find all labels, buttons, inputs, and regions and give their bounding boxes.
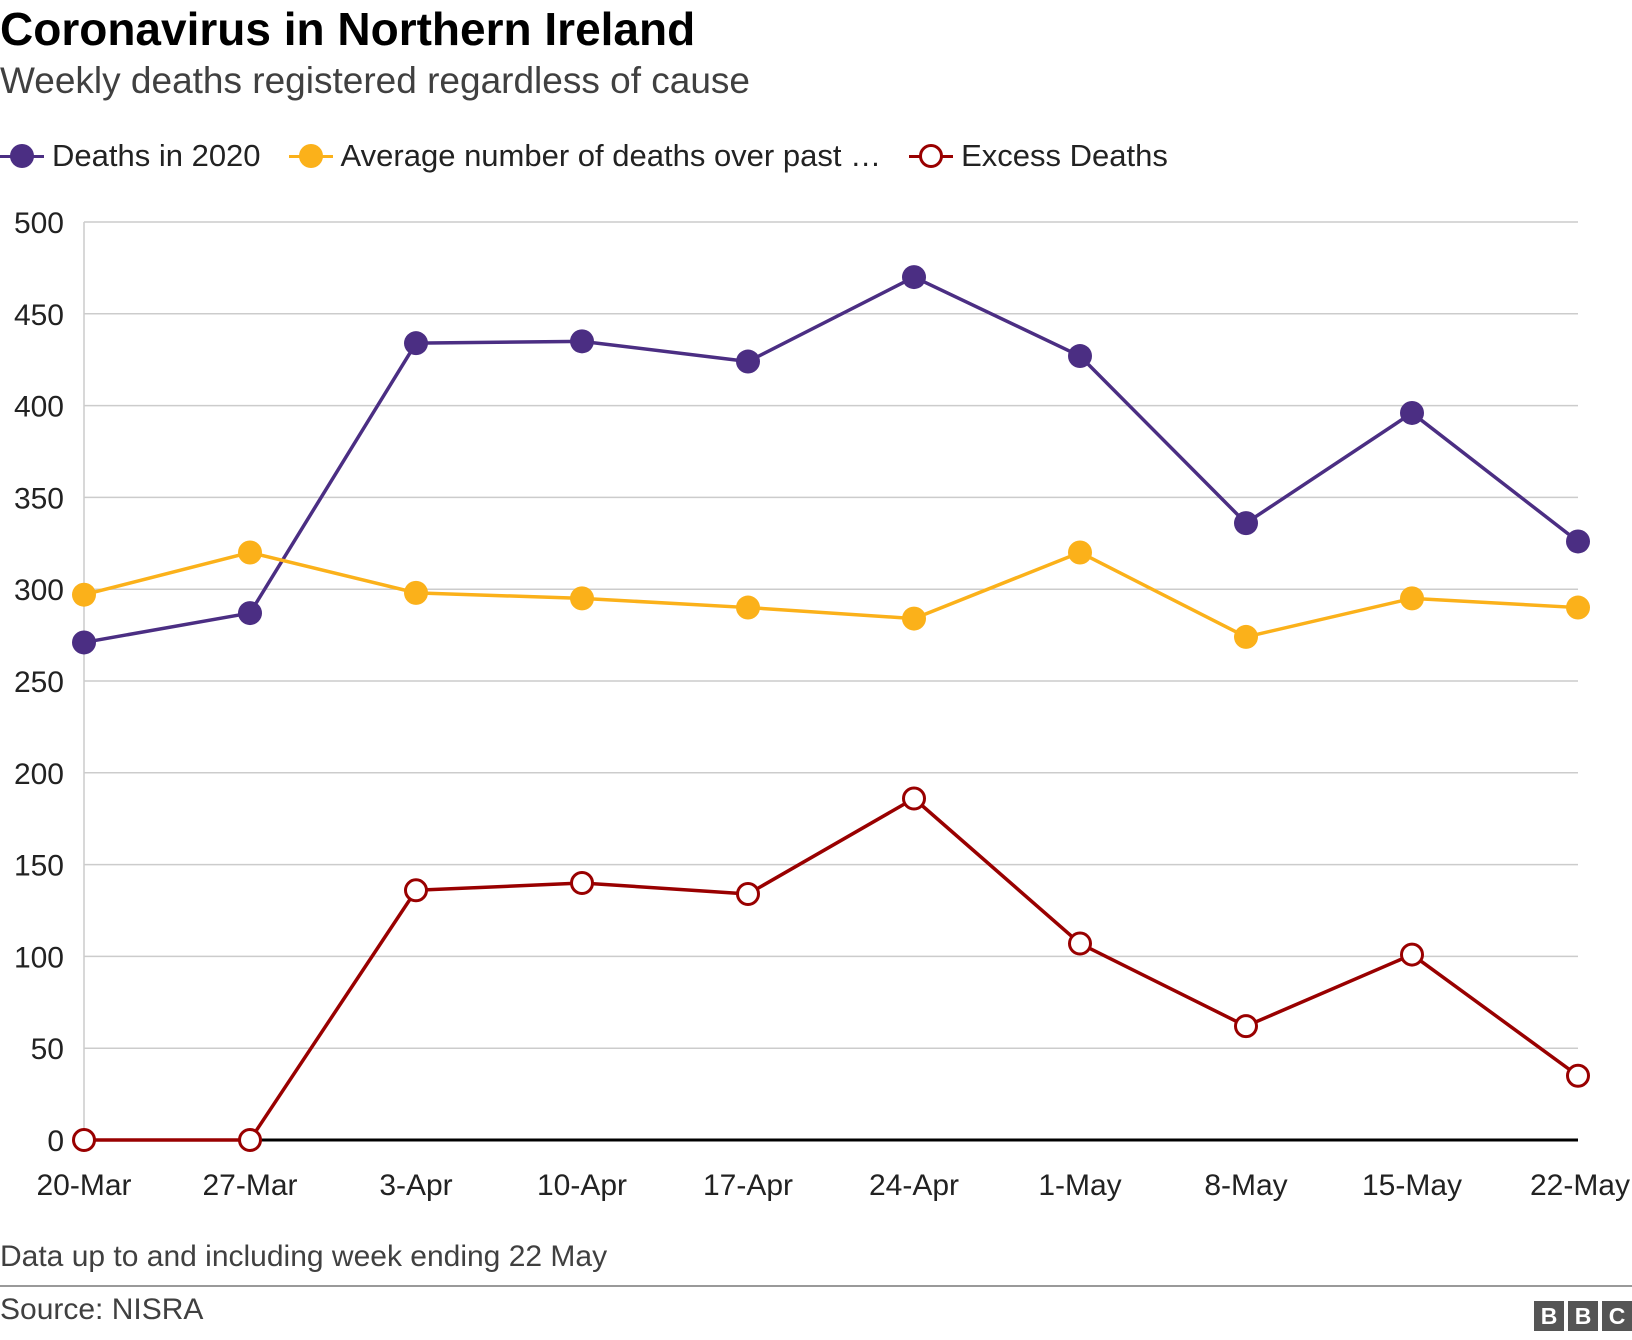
- series-lines: [83, 275, 1580, 1142]
- legend-label: Excess Deaths: [961, 138, 1168, 173]
- data-point: [1234, 1014, 1258, 1039]
- chart-subtitle: Weekly deaths registered regardless of c…: [0, 60, 750, 101]
- bbc-logo: B B C: [1534, 1301, 1632, 1331]
- data-point: [902, 265, 926, 290]
- data-point: [1566, 1063, 1590, 1088]
- legend-marker-icon: [0, 141, 44, 171]
- data-point: [1400, 400, 1424, 425]
- data-point: [238, 1128, 262, 1152]
- y-tick-label: 250: [14, 666, 64, 699]
- data-point: [736, 881, 760, 906]
- series-line: [83, 275, 1580, 645]
- data-point: [72, 582, 96, 607]
- data-point: [736, 349, 760, 374]
- y-tick-label: 0: [47, 1125, 64, 1158]
- data-point: [1234, 624, 1258, 649]
- legend-marker-icon: [288, 141, 333, 171]
- x-tick-label: 27-Mar: [202, 1169, 297, 1202]
- chart-footnote: Data up to and including week ending 22 …: [0, 1240, 608, 1273]
- legend-item-average-deaths: Average number of deaths over past …: [288, 138, 882, 174]
- data-point: [1068, 344, 1092, 369]
- data-point: [1400, 586, 1424, 611]
- y-tick-label: 50: [31, 1033, 64, 1066]
- legend-item-deaths-2020: Deaths in 2020: [0, 138, 261, 174]
- data-point: [72, 630, 96, 655]
- chart-legend: Deaths in 2020 Average number of deaths …: [0, 136, 1196, 176]
- x-tick-label: 10-Apr: [537, 1169, 627, 1202]
- data-point: [1068, 931, 1092, 956]
- line-chart: 0 50 100 150 200 250 300 350 400 450 500 20-Mar 27-…: [14, 207, 1630, 1202]
- data-point: [404, 580, 428, 605]
- y-tick-label: 400: [14, 391, 64, 424]
- footer-divider: [0, 1285, 1632, 1287]
- x-tick-label: 22-May: [1530, 1169, 1630, 1202]
- data-point: [1234, 511, 1258, 536]
- data-point: [736, 595, 760, 620]
- logo-block: B: [1568, 1301, 1598, 1331]
- x-tick-label: 17-Apr: [703, 1169, 793, 1202]
- data-point: [570, 329, 594, 354]
- data-point: [902, 606, 926, 631]
- y-axis-ticks: 0 50 100 150 200 250 300 350 400 450 500: [14, 207, 64, 1158]
- data-point: [238, 540, 262, 565]
- data-point: [570, 586, 594, 611]
- data-point: [72, 1128, 96, 1152]
- series-line: [84, 796, 1580, 1142]
- data-point: [404, 878, 428, 903]
- data-point: [404, 331, 428, 356]
- y-tick-label: 450: [14, 299, 64, 332]
- legend-label: Deaths in 2020: [52, 138, 261, 173]
- x-axis-ticks: 20-Mar 27-Mar 3-Apr 10-Apr 17-Apr 24-Apr 1-May…: [36, 1169, 1630, 1202]
- x-tick-label: 24-Apr: [869, 1169, 959, 1202]
- legend-marker-icon: [909, 141, 954, 171]
- data-point: [1068, 540, 1092, 565]
- series-points: [72, 265, 1590, 1152]
- legend-item-excess-deaths: Excess Deaths: [909, 138, 1168, 174]
- y-tick-label: 300: [14, 574, 64, 607]
- data-point: [1566, 529, 1590, 554]
- legend-label: Average number of deaths over past …: [340, 138, 882, 173]
- grid-lines: [83, 221, 1578, 1142]
- x-tick-label: 1-May: [1038, 1169, 1121, 1202]
- x-tick-label: 15-May: [1362, 1169, 1462, 1202]
- y-tick-label: 350: [14, 482, 64, 515]
- y-tick-label: 100: [14, 941, 64, 974]
- chart-title: Coronavirus in Northern Ireland: [0, 3, 696, 55]
- data-point: [238, 601, 262, 626]
- data-point: [1400, 942, 1424, 967]
- logo-block: C: [1602, 1301, 1632, 1331]
- y-tick-label: 200: [14, 758, 64, 791]
- chart-source: Source: NISRA: [0, 1293, 204, 1326]
- data-point: [570, 870, 594, 895]
- series-line: [83, 550, 1579, 639]
- logo-block: B: [1534, 1301, 1564, 1331]
- x-tick-label: 3-Apr: [379, 1169, 452, 1202]
- y-tick-label: 150: [14, 850, 64, 883]
- x-tick-label: 8-May: [1204, 1169, 1287, 1202]
- y-tick-label: 500: [14, 207, 64, 240]
- data-point: [902, 786, 926, 811]
- data-point: [1566, 595, 1590, 620]
- x-tick-label: 20-Mar: [36, 1169, 131, 1202]
